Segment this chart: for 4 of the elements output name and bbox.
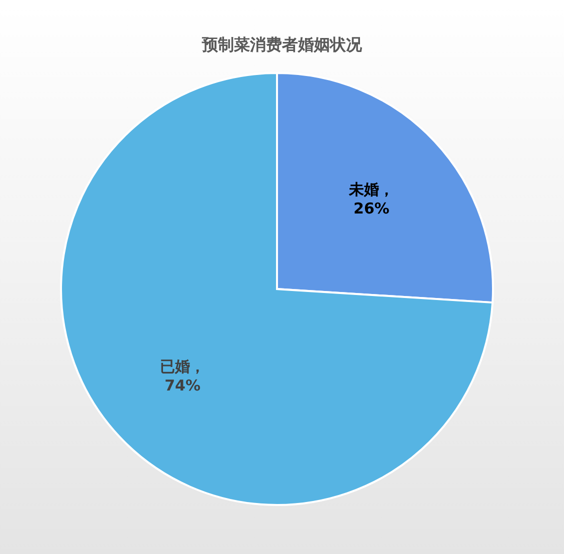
pie-slice <box>60 72 494 506</box>
slice-label: 已婚 <box>160 358 190 376</box>
slice-label: 未婚 <box>348 180 379 198</box>
chart-title: 预制菜消费者婚姻状况 <box>201 35 363 54</box>
